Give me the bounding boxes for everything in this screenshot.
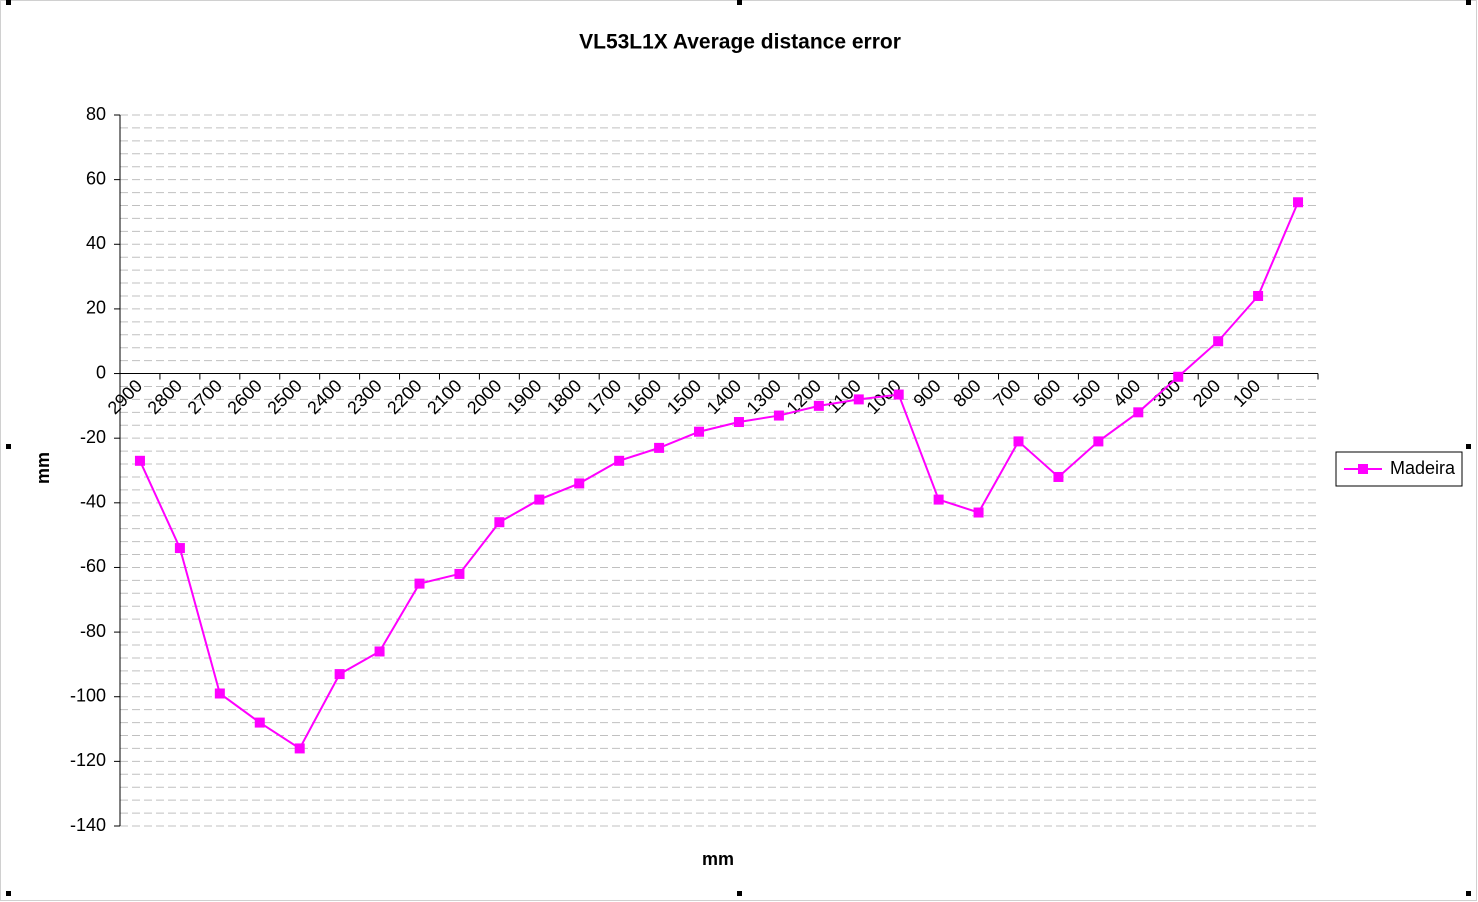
marker [294, 743, 305, 754]
y-tick-label: 60 [86, 168, 106, 188]
legend-label: Madeira [1390, 458, 1456, 478]
y-tick-label: -20 [80, 427, 106, 447]
y-tick-label: 20 [86, 298, 106, 318]
y-tick-label: -120 [70, 750, 106, 770]
marker [134, 455, 145, 466]
x-axis-label: mm [702, 849, 734, 869]
marker [893, 389, 904, 400]
marker [374, 646, 385, 657]
marker [1013, 436, 1024, 447]
marker [334, 669, 345, 680]
marker [853, 394, 864, 405]
marker [1053, 471, 1064, 482]
marker [614, 455, 625, 466]
marker [1213, 336, 1224, 347]
marker [933, 494, 944, 505]
marker [973, 507, 984, 518]
y-tick-label: 0 [96, 362, 106, 382]
y-tick-label: -80 [80, 621, 106, 641]
marker [773, 410, 784, 421]
marker [254, 717, 265, 728]
marker [1253, 290, 1264, 301]
y-tick-label: -100 [70, 685, 106, 705]
marker [1093, 436, 1104, 447]
y-tick-label: 40 [86, 233, 106, 253]
marker [214, 688, 225, 699]
marker [694, 426, 705, 437]
marker [574, 478, 585, 489]
y-tick-label: -40 [80, 492, 106, 512]
marker [174, 543, 185, 554]
marker [1173, 371, 1184, 382]
y-tick-label: -60 [80, 556, 106, 576]
marker [1293, 197, 1304, 208]
marker [813, 400, 824, 411]
y-axis-label: mm [33, 452, 53, 484]
marker [1133, 407, 1144, 418]
marker [494, 517, 505, 528]
y-tick-label: 80 [86, 104, 106, 124]
y-tick-label: -140 [70, 815, 106, 835]
marker [654, 442, 665, 453]
marker [414, 578, 425, 589]
series-line [139, 201, 1299, 750]
chart-title: VL53L1X Average distance error [579, 31, 901, 54]
legend-marker [1358, 464, 1368, 474]
marker [534, 494, 545, 505]
marker [733, 417, 744, 428]
resize-handles [6, 0, 1471, 896]
marker [454, 568, 465, 579]
